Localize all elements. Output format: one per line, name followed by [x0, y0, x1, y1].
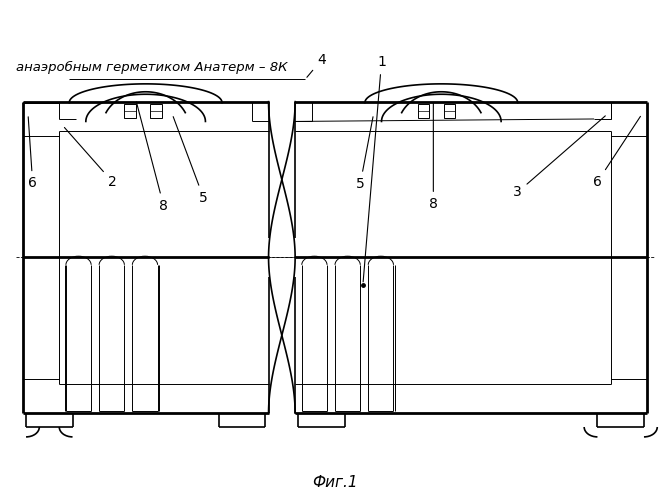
Text: 6: 6: [28, 117, 37, 190]
Text: 6: 6: [593, 116, 641, 189]
Text: 4: 4: [307, 52, 326, 78]
Bar: [125, 104, 135, 118]
Text: 3: 3: [513, 116, 605, 199]
Text: 8: 8: [429, 104, 438, 211]
Bar: [23, 102, 59, 103]
Bar: [418, 104, 429, 118]
Text: 5: 5: [356, 117, 373, 190]
Text: Фиг.1: Фиг.1: [312, 475, 358, 490]
Text: 1: 1: [363, 55, 386, 282]
Bar: [444, 104, 455, 118]
Text: 8: 8: [137, 102, 168, 212]
Text: 5: 5: [173, 116, 208, 204]
Text: анаэробным герметиком Анатерм – 8К: анаэробным герметиком Анатерм – 8К: [16, 62, 287, 74]
Bar: [150, 104, 161, 118]
Text: 2: 2: [64, 128, 117, 189]
